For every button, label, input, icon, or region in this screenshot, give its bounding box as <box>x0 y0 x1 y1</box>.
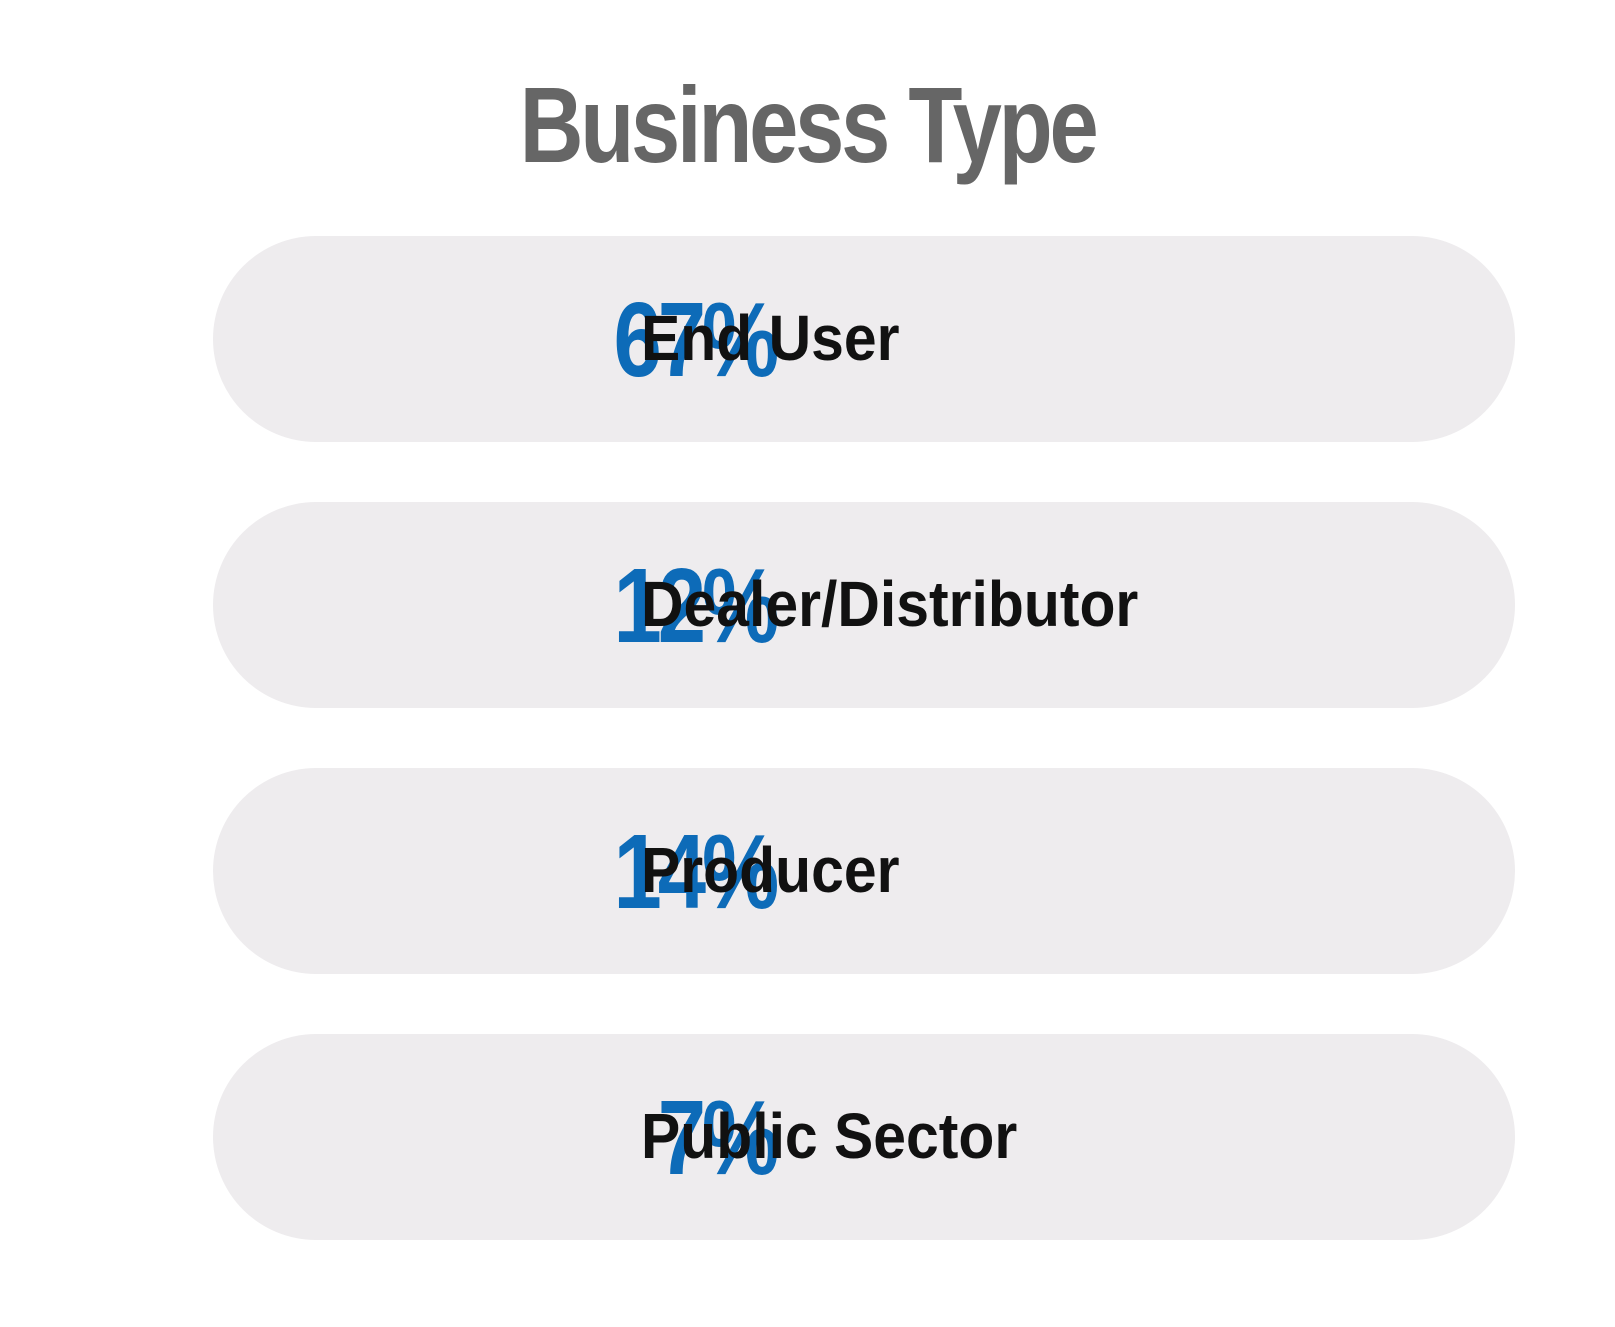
row-producer: 14% Producer <box>213 768 1515 974</box>
value-label: 14% <box>613 813 779 931</box>
business-type-list: 67% End User 12% Dealer/Distributor 14% … <box>213 236 1515 1240</box>
row-public-sector: 7% Public Sector <box>213 1034 1515 1240</box>
row-dealer-distributor: 12% Dealer/Distributor <box>213 502 1515 708</box>
value-label: 12% <box>613 547 779 665</box>
category-label: End User <box>641 302 900 374</box>
category-label: Producer <box>641 834 900 906</box>
value-label: 7% <box>657 1079 780 1197</box>
category-label: Public Sector <box>641 1100 1018 1172</box>
category-label: Dealer/Distributor <box>641 568 1139 640</box>
row-end-user: 67% End User <box>213 236 1515 442</box>
chart-title: Business Type <box>519 64 1099 185</box>
value-label: 67% <box>613 281 779 399</box>
